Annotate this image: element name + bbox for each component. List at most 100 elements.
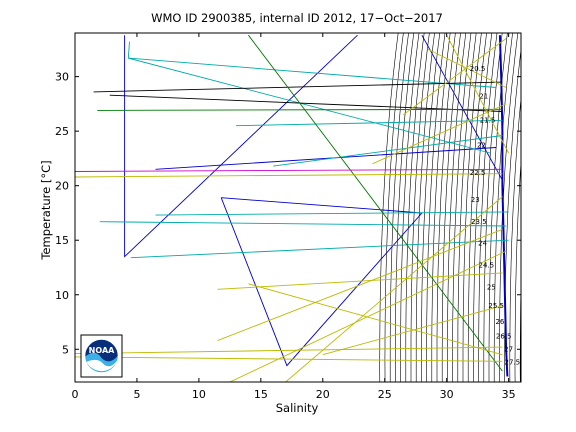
density-contour-label: 22.5 [470,169,486,177]
profile-series-line [75,168,503,172]
density-contour-labels: 20.5 21 21.5 22 22.5 23 23.5 24 24.5 25 25.5 26 26.5… [470,65,520,366]
profile-series [75,34,509,382]
density-contour-line [410,33,430,382]
density-contour-line [457,33,477,382]
y-tick-label: 10 [55,289,69,302]
density-contour-label: 27 [504,346,513,354]
profile-series-line [99,221,507,227]
density-contour-line [467,33,487,382]
density-contour-line [536,33,555,382]
density-contours [379,33,576,382]
density-contour-label: 26 [495,318,504,326]
density-contour-line [452,33,472,382]
profile-series-line [75,346,503,355]
density-contour-line [519,272,521,382]
density-contour-label: 24.5 [479,262,495,270]
profile-series-line [229,250,507,382]
profile-series-line [93,81,503,93]
density-contour-line [546,33,564,382]
axes-frame [74,32,522,383]
profile-series-line [130,239,509,259]
density-contour-line [384,33,404,382]
density-contour-line [379,33,399,382]
profile-series-line [248,283,503,356]
density-contour-label: 20.5 [470,65,486,73]
profile-series-line [124,34,358,258]
density-contour-label: 24 [478,240,487,248]
density-contour-line [441,33,461,382]
density-contour-line [405,33,425,382]
density-contour-line [426,33,446,382]
profile-series-line [236,119,503,127]
density-contour-line [473,33,493,382]
density-contour-line [541,33,560,382]
axis-ticks: 0 5 10 15 20 25 30 35 5 10 15 20 25 30 [55,33,521,401]
chart-title: WMO ID 2900385, internal ID 2012, 17−Oct… [151,11,443,25]
profile-series-line [273,135,503,167]
density-contour-label: 21 [479,92,488,100]
profile-series-line [372,103,507,165]
density-contour-label: 23 [471,196,480,204]
density-contour-label: 26.5 [496,332,512,340]
profile-series-line [421,34,503,181]
x-tick-label: 15 [254,388,268,401]
y-tick-label: 20 [55,180,69,193]
profile-series-line [427,48,507,88]
x-axis-label: Salinity [276,401,319,415]
density-contour-line [421,33,441,382]
profile-series-line [403,38,507,116]
density-contour-line [478,33,498,382]
profile-series-line [128,57,497,88]
density-contour-line [525,33,544,382]
profile-series-line [217,228,503,342]
density-contour-label: 27.5 [505,359,521,367]
density-contour-line [552,33,570,382]
profile-series-line [155,147,497,170]
profile-series-line [75,356,503,362]
density-contour-line [572,33,576,382]
profile-series-line [285,196,503,382]
profile-series-line [155,211,509,216]
y-axis-label: Temperature [°C] [39,160,53,260]
density-contour-line [431,33,451,382]
x-tick-label: 30 [440,388,454,401]
x-tick-label: 20 [316,388,330,401]
y-tick-label: 15 [55,234,69,247]
y-tick-label: 25 [55,125,69,138]
density-contour-label: 23.5 [471,218,487,226]
density-contour-line [509,95,521,382]
density-contour-line [447,33,467,382]
profile-series-line [127,41,491,154]
density-contour-line [400,33,420,382]
x-tick-label: 35 [502,388,516,401]
profile-series-line [248,34,503,372]
density-contour-line [462,33,482,382]
density-contour-label: 25 [487,283,496,291]
x-tick-label: 25 [378,388,392,401]
x-tick-label: 5 [133,388,140,401]
profile-series-line [109,94,503,112]
density-contour-label: 21.5 [480,116,496,124]
profile-series-line [97,108,503,111]
noaa-logo: NOAA [80,334,123,378]
density-contour-line [493,33,513,382]
x-tick-label: 0 [72,388,79,401]
density-contour-line [557,33,575,382]
density-contour-line [483,33,503,382]
noaa-logo-text: NOAA [89,346,115,355]
profile-series-line [322,305,503,356]
x-tick-label: 10 [192,388,206,401]
profile-series-line [220,197,423,367]
density-contour-label: 22 [477,142,486,150]
y-tick-label: 30 [55,71,69,84]
y-tick-label: 5 [62,343,69,356]
density-contour-line [562,33,576,382]
profile-series-line [75,173,503,178]
density-contour-line [514,158,521,382]
density-contour-line [567,33,576,382]
profile-series-line [446,34,509,154]
density-contour-line [531,33,550,382]
density-contour-line [415,33,435,382]
density-contour-line [395,33,415,382]
